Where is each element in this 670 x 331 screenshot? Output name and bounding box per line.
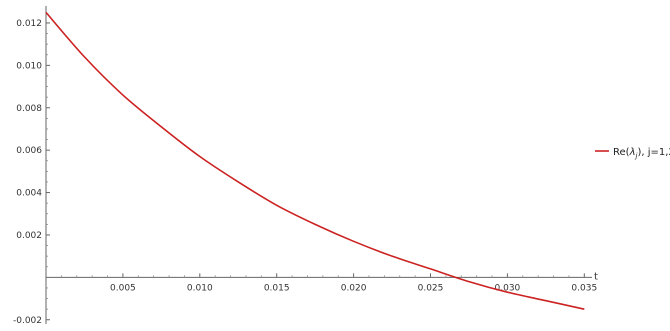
legend-label-tail: ), j=1,2 bbox=[637, 147, 670, 158]
x-tick-label: 0.035 bbox=[571, 283, 597, 293]
legend-label-main: Re( bbox=[613, 147, 630, 158]
legend-label-sub: j bbox=[634, 152, 637, 160]
x-ticks: 0.005 0.010 0.015 0.020 0.025 0.030 0.035 bbox=[60, 273, 597, 293]
x-tick-label: 0.010 bbox=[187, 283, 213, 293]
x-tick-label: 0.020 bbox=[341, 283, 367, 293]
y-tick-label: 0.008 bbox=[16, 104, 42, 114]
legend-label: Re(λj), j=1,2 bbox=[613, 147, 670, 160]
plot-area: 0.005 0.010 0.015 0.020 0.025 0.030 0.035 -0.0… bbox=[13, 6, 598, 326]
y-tick-label: 0.006 bbox=[16, 146, 42, 156]
series-line-0 bbox=[45, 11, 585, 310]
y-tick-label: -0.002 bbox=[13, 316, 42, 326]
y-tick-label: 0.004 bbox=[16, 189, 42, 199]
x-tick-label: 0.030 bbox=[495, 283, 521, 293]
y-tick-label: 0.012 bbox=[16, 19, 42, 29]
y-ticks: -0.002 0.002 0.004 0.006 0.008 0.010 0.012 bbox=[13, 19, 50, 326]
x-tick-label: 0.005 bbox=[110, 283, 136, 293]
x-axis-label: t bbox=[594, 271, 598, 282]
series-layer bbox=[45, 11, 585, 310]
y-tick-label: 0.010 bbox=[16, 61, 42, 71]
x-tick-label: 0.015 bbox=[264, 283, 290, 293]
y-tick-label: 0.002 bbox=[16, 231, 42, 241]
legend-label-lambda: λ bbox=[629, 147, 636, 158]
legend: Re(λj), j=1,2 bbox=[595, 147, 670, 160]
x-tick-label: 0.025 bbox=[418, 283, 444, 293]
